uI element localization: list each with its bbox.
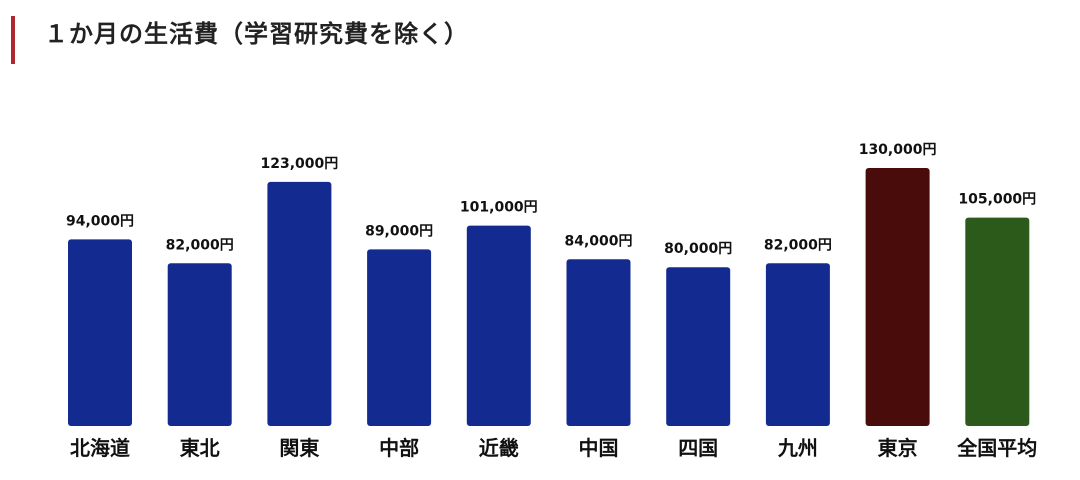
chart-header: １か月の生活費（学習研究費を除く） (0, 0, 1080, 70)
bar-6 (666, 267, 731, 426)
value-label-3: 89,000円 (365, 223, 433, 239)
value-label-7: 82,000円 (764, 237, 832, 253)
category-label-6: 四国 (678, 436, 718, 460)
chart-title: １か月の生活費（学習研究費を除く） (44, 20, 469, 48)
category-label-5: 中国 (579, 436, 619, 460)
value-label-6: 80,000円 (664, 241, 732, 257)
bar-5 (566, 259, 631, 426)
value-labels-group: 94,000円 82,000円 123,000円 89,000円 101,000円 84,… (66, 142, 1036, 257)
bar-0 (68, 239, 132, 426)
bar-7 (765, 263, 830, 426)
value-label-1: 82,000円 (166, 237, 234, 253)
bar-1 (167, 263, 232, 426)
value-label-0: 94,000円 (66, 213, 134, 229)
category-label-0: 北海道 (70, 436, 130, 460)
bar-4 (466, 225, 531, 426)
category-label-1: 東北 (180, 436, 220, 460)
bar-9 (965, 217, 1030, 426)
category-label-7: 九州 (777, 436, 818, 460)
value-label-5: 84,000円 (564, 233, 632, 249)
bar-2 (267, 181, 332, 426)
category-label-8: 東京 (878, 436, 918, 460)
title-accent-bar (11, 16, 15, 64)
value-label-4: 101,000円 (460, 200, 538, 216)
value-label-2: 123,000円 (261, 156, 339, 172)
category-label-4: 近畿 (479, 436, 519, 460)
bar-8 (865, 168, 930, 426)
bar-3 (367, 249, 432, 426)
category-label-3: 中部 (379, 436, 419, 460)
value-label-8: 130,000円 (859, 142, 937, 158)
category-labels-group: 北海道 東北 関東 中部 近畿 中国 四国 九州 東京 全国平均 (70, 436, 1037, 460)
category-label-2: 関東 (279, 436, 319, 460)
category-label-9: 全国平均 (956, 436, 1037, 460)
value-label-9: 105,000円 (958, 192, 1036, 208)
bars-group (68, 168, 1030, 426)
